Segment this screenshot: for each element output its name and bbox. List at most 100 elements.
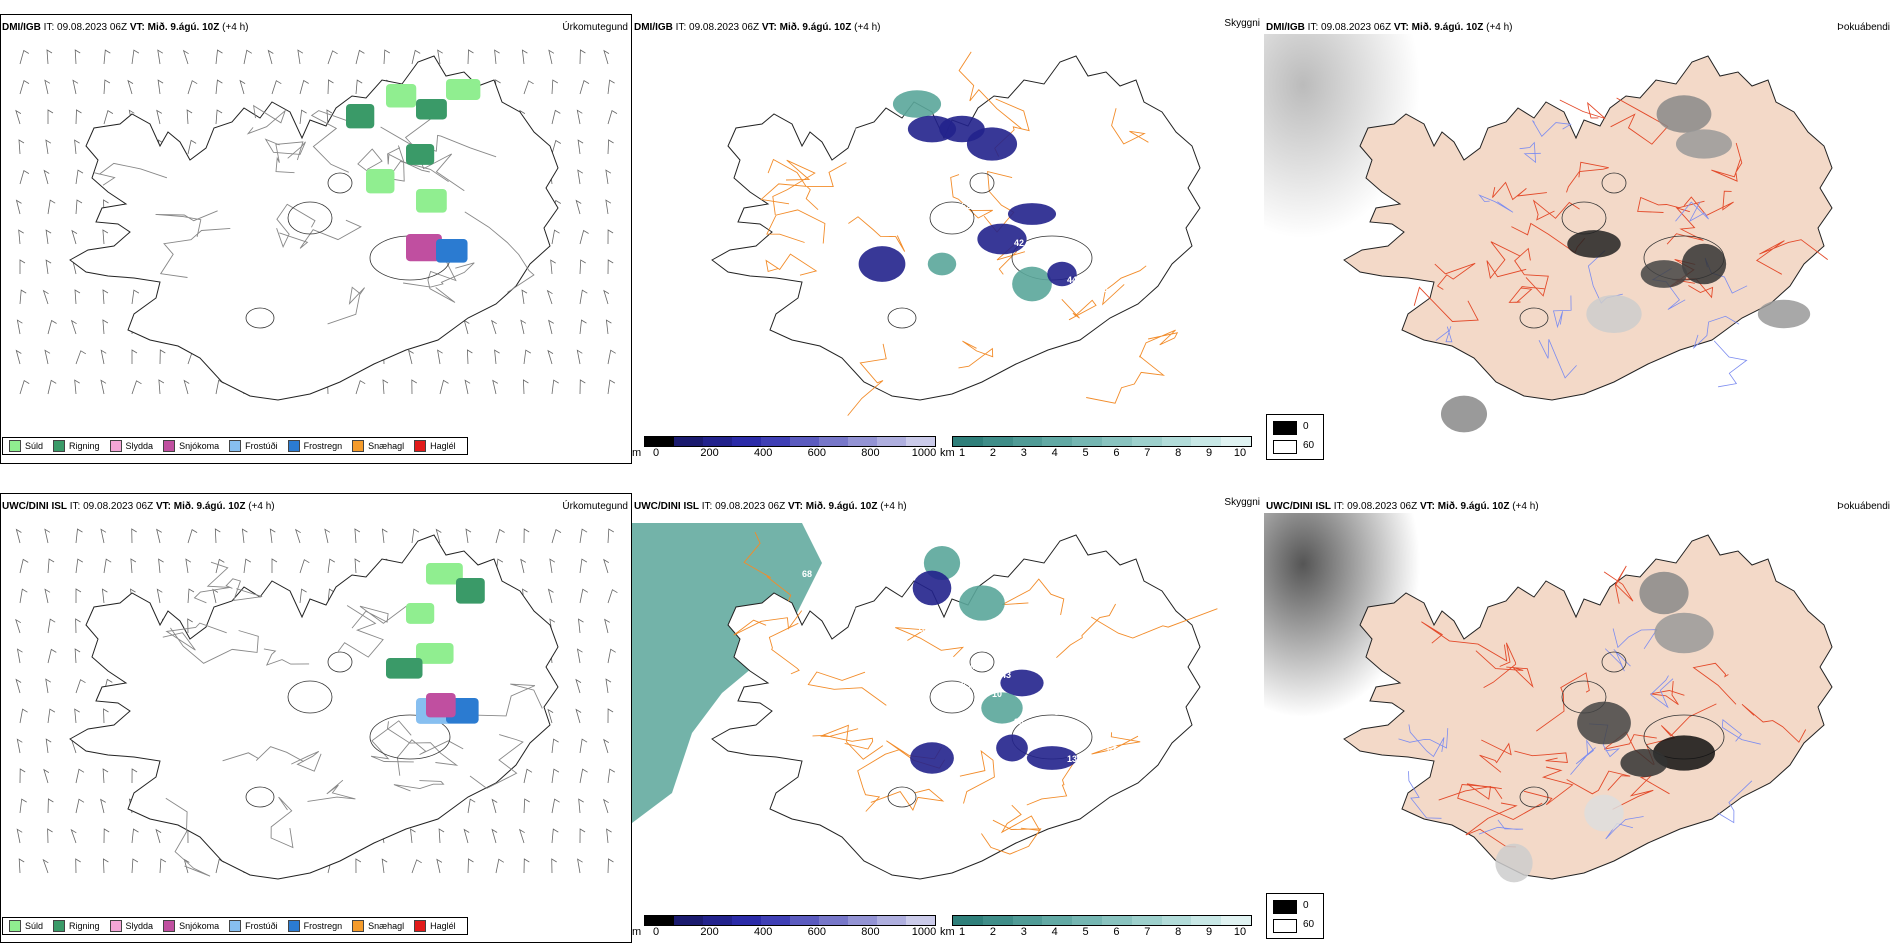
wind-barb <box>131 49 140 65</box>
river-line <box>1713 340 1748 388</box>
it-value: 09.08.2023 06Z <box>57 22 128 33</box>
road-line <box>403 262 475 288</box>
glacier-outline <box>287 680 333 714</box>
precip-cell <box>426 563 463 585</box>
wind-barb <box>522 379 529 395</box>
wind-barb <box>579 319 587 335</box>
fog-legend: 0 60 <box>1266 414 1324 460</box>
wind-barb <box>607 648 616 664</box>
cloud-base-label: 72 <box>1023 698 1033 708</box>
wind-barb <box>156 528 162 544</box>
wind-barb <box>437 349 443 365</box>
wind-barb <box>19 79 30 95</box>
colorbar-tick: 200 <box>700 447 719 459</box>
road-line <box>337 605 384 658</box>
wind-barb <box>490 319 497 335</box>
road-line <box>743 531 792 602</box>
legend-label: Frostúði <box>245 921 278 931</box>
vt-value: Mið. 9.ágú. 10Z <box>173 501 246 512</box>
wind-barb <box>381 528 388 544</box>
colorbar-cell <box>848 916 877 925</box>
cloud-cell <box>910 742 954 774</box>
wind-barb <box>602 798 609 814</box>
wind-barb <box>131 768 138 784</box>
colorbar-unit: m <box>632 926 642 938</box>
precip-cell <box>346 104 375 129</box>
road-line <box>370 720 414 763</box>
wind-barb <box>605 678 612 694</box>
precip-cell <box>416 189 447 213</box>
wind-barb <box>467 858 474 874</box>
road-line <box>772 159 816 215</box>
road-line <box>1637 196 1705 213</box>
colorbar-cell <box>1191 916 1222 925</box>
wind-barb <box>42 289 49 305</box>
wind-barb <box>577 858 583 874</box>
cloud-base-label: 43 <box>1001 670 1011 680</box>
colorbar-unit: km <box>940 447 955 459</box>
road-line <box>870 788 945 811</box>
legend-swatch <box>287 440 300 452</box>
precip-cell <box>386 658 423 679</box>
wind-barb <box>551 798 560 814</box>
wind-barb <box>15 109 22 125</box>
road-line <box>327 286 365 325</box>
wind-barb <box>551 109 561 125</box>
road-line <box>1102 265 1147 306</box>
wind-barb <box>464 379 471 395</box>
road-line <box>1755 239 1828 275</box>
cloud-cell <box>1026 746 1078 770</box>
precip-cell <box>456 578 485 604</box>
wind-barb <box>603 738 610 754</box>
wind-barb <box>102 768 109 784</box>
panel-title: UWC/DINI ISL IT: 09.08.2023 06Z VT: Mið.… <box>2 501 275 512</box>
wind-barb <box>74 708 80 724</box>
wind-barb <box>411 528 420 544</box>
fog-legend-swatch-0 <box>1273 421 1297 435</box>
colorbar-cell <box>645 437 674 446</box>
road-line <box>760 158 807 205</box>
precip-cell <box>426 693 456 718</box>
wind-barb <box>47 798 54 814</box>
precip-cell <box>406 144 435 165</box>
colorbar-cell <box>1131 437 1162 446</box>
wind-barb <box>70 319 77 335</box>
road-line <box>1514 247 1549 297</box>
colorbar-tick: 9 <box>1206 926 1213 938</box>
colorbar-strip <box>952 915 1252 926</box>
glacier-outline <box>887 786 917 808</box>
legend-label: Slydda <box>125 921 154 931</box>
road-line <box>396 739 464 776</box>
colorbar-cell <box>953 437 983 446</box>
road-line <box>1532 199 1580 221</box>
wind-barb <box>102 289 109 305</box>
wind-barb <box>494 349 500 365</box>
wind-barb <box>466 349 473 365</box>
glacier-outline <box>245 786 275 808</box>
fog-cell <box>1681 243 1727 285</box>
wind-barb <box>521 289 528 305</box>
wind-barb <box>407 349 414 365</box>
wind-barb <box>214 528 221 544</box>
road-line <box>393 780 445 792</box>
wind-barb <box>131 380 142 395</box>
wind-barb <box>100 798 106 814</box>
colorbar-tick: 800 <box>861 926 880 938</box>
wind-barb <box>579 768 588 784</box>
colorbar-cell <box>906 437 935 446</box>
wind-barb <box>354 558 361 574</box>
colorbar-cell <box>953 916 983 925</box>
road-line <box>1566 770 1631 795</box>
wind-barb <box>42 858 49 874</box>
colorbar-cell <box>877 916 906 925</box>
wind-barb <box>15 618 22 634</box>
road-line <box>380 126 497 158</box>
river-line <box>1538 339 1577 379</box>
glacier-outline <box>327 172 353 194</box>
lead-time: (+4 h) <box>854 22 881 33</box>
river-line <box>1519 141 1541 164</box>
cloud-base-label: 48 <box>886 615 896 625</box>
vt-label: VT: <box>1393 22 1409 33</box>
wind-barb <box>47 558 55 574</box>
cloud-base-label: 85 <box>908 164 918 174</box>
